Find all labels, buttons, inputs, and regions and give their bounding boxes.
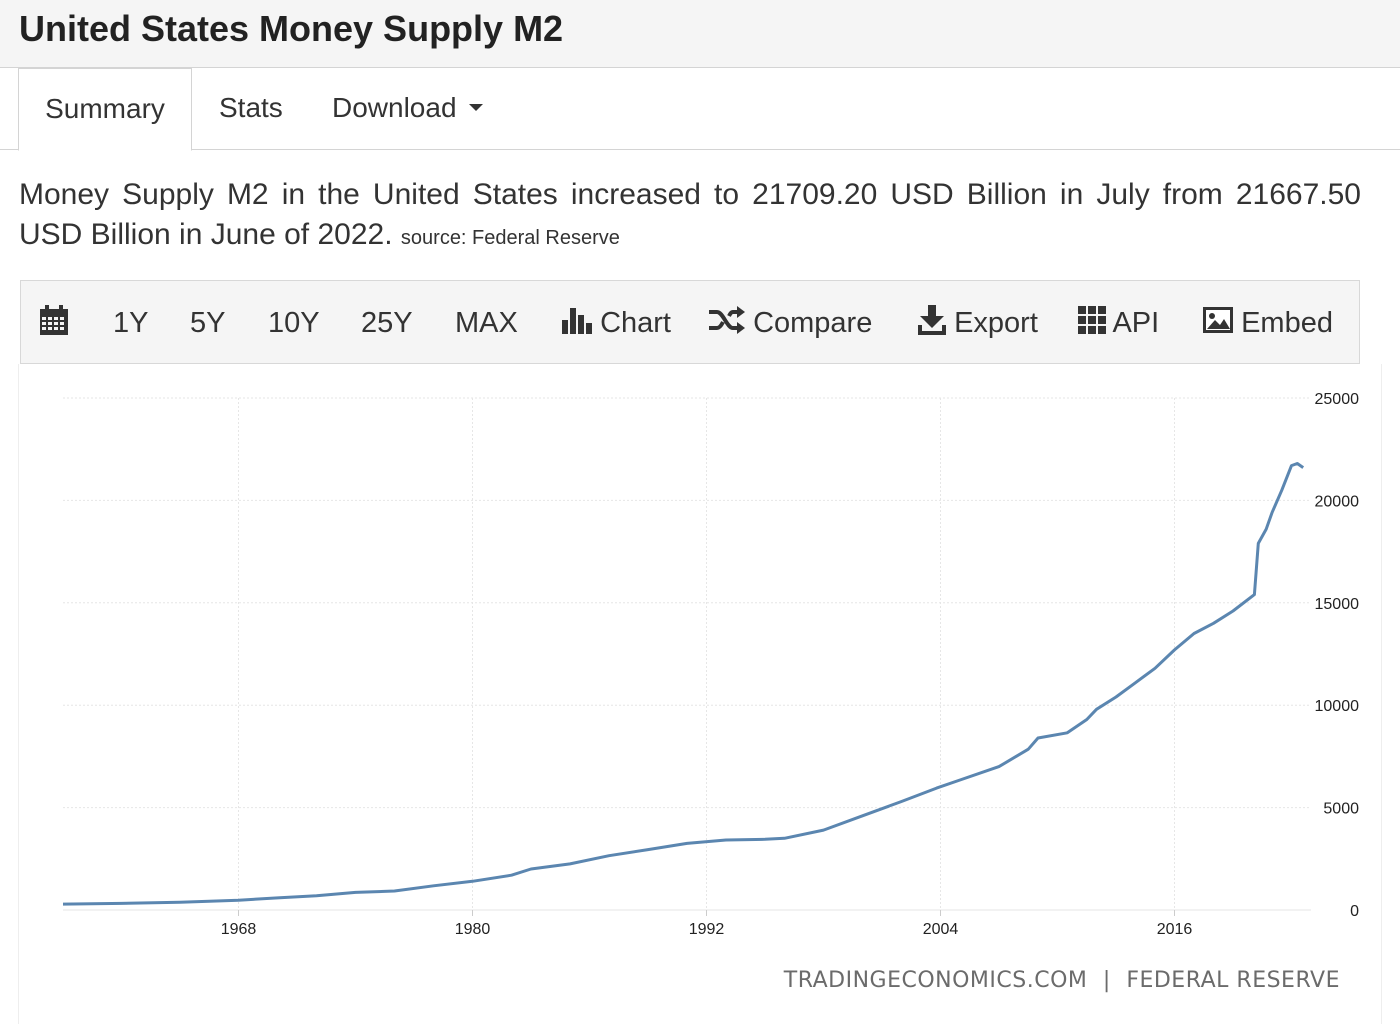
tab-bar: Summary Stats Download bbox=[0, 68, 1400, 151]
range-25y-button[interactable]: 25Y bbox=[361, 307, 413, 339]
chart-type-button[interactable]: Chart bbox=[562, 281, 671, 365]
range-1y-button[interactable]: 1Y bbox=[113, 307, 149, 339]
image-icon bbox=[1203, 307, 1233, 334]
chart-area: 0 5000 10000 15000 20000 25000 1968 1980 1992 200… bbox=[18, 364, 1382, 1024]
y-tick-label: 25000 bbox=[1315, 391, 1360, 408]
x-tick-label: 2004 bbox=[923, 921, 959, 938]
chart-label: Chart bbox=[600, 307, 671, 339]
range-10y-button[interactable]: 10Y bbox=[268, 307, 320, 339]
watermark-separator: | bbox=[1102, 968, 1111, 993]
tab-summary[interactable]: Summary bbox=[18, 68, 192, 151]
api-button[interactable]: API bbox=[1078, 281, 1159, 365]
y-tick-label: 0 bbox=[1350, 903, 1359, 920]
x-tick-label: 1980 bbox=[455, 921, 491, 938]
x-tick-label: 1992 bbox=[689, 921, 725, 938]
x-tick-label: 2016 bbox=[1157, 921, 1193, 938]
compare-label: Compare bbox=[753, 307, 873, 339]
chart-toolbar: 1Y 5Y 10Y 25Y MAX Chart Compare Export bbox=[20, 280, 1360, 364]
page-title: United States Money Supply M2 bbox=[19, 8, 564, 49]
bar-chart-icon bbox=[562, 308, 592, 335]
summary-text: Money Supply M2 in the United States inc… bbox=[19, 178, 1361, 251]
embed-button[interactable]: Embed bbox=[1203, 281, 1333, 365]
compare-button[interactable]: Compare bbox=[709, 281, 872, 365]
shuffle-icon bbox=[709, 306, 745, 335]
series-line bbox=[62, 462, 1305, 906]
export-button[interactable]: Export bbox=[918, 281, 1038, 365]
watermark-site: TRADINGECONOMICS.COM bbox=[783, 968, 1088, 993]
y-tick-label: 10000 bbox=[1315, 698, 1360, 715]
tab-stats[interactable]: Stats bbox=[219, 92, 283, 123]
watermark-source: FEDERAL RESERVE bbox=[1126, 968, 1340, 993]
embed-label: Embed bbox=[1241, 307, 1333, 339]
source-text: source: Federal Reserve bbox=[400, 227, 620, 249]
watermark: TRADINGECONOMICS.COM | FEDERAL RESERVE bbox=[784, 968, 1340, 993]
calendar-icon bbox=[40, 305, 68, 336]
m2-line-chart: 0 5000 10000 15000 20000 25000 1968 1980 1992 200… bbox=[62, 391, 1360, 938]
title-bar: United States Money Supply M2 bbox=[0, 0, 1400, 68]
y-tick-label: 5000 bbox=[1323, 801, 1359, 818]
range-max-button[interactable]: MAX bbox=[455, 307, 518, 339]
download-icon bbox=[918, 305, 946, 336]
calendar-button[interactable] bbox=[40, 281, 68, 365]
grid-icon bbox=[1078, 306, 1106, 335]
y-tick-label: 15000 bbox=[1315, 596, 1360, 613]
range-5y-button[interactable]: 5Y bbox=[190, 307, 226, 339]
tab-download-label: Download bbox=[332, 92, 457, 123]
api-label: API bbox=[1112, 307, 1160, 339]
summary-paragraph: Money Supply M2 in the United States inc… bbox=[19, 175, 1361, 258]
caret-down-icon bbox=[468, 104, 483, 112]
x-tick-label: 1968 bbox=[221, 921, 257, 938]
export-label: Export bbox=[954, 307, 1038, 339]
y-tick-label: 20000 bbox=[1315, 493, 1360, 510]
tab-download[interactable]: Download bbox=[332, 68, 483, 150]
